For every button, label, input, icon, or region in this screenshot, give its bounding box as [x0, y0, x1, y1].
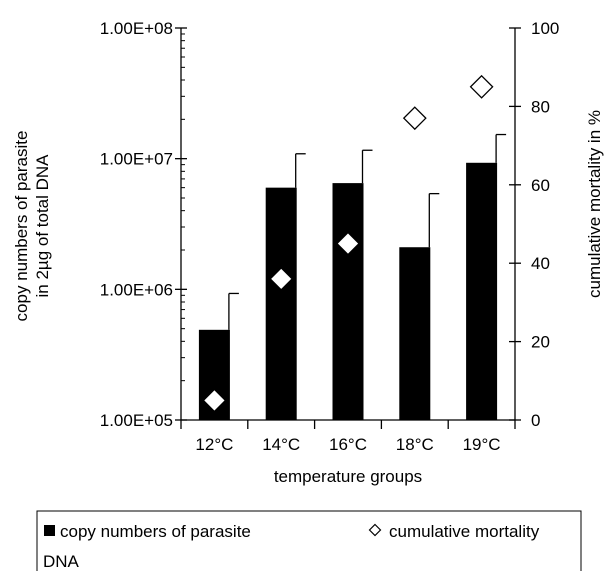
mortality-marker-3: [402, 106, 427, 131]
right-tick-label-0: 0: [531, 411, 540, 430]
right-axis-title: cumulative mortality in %: [585, 110, 604, 298]
legend-bar-label-line1: copy numbers of parasite: [60, 522, 251, 541]
plot-area: 1.00E+05 1.00E+06 1.00E+07 1.00E+08 0 20 40 60 8…: [100, 19, 560, 454]
x-axis-title: temperature groups: [274, 467, 422, 486]
left-tick-label-0: 1.00E+05: [100, 411, 173, 430]
legend-bar-label-line2: DNA: [43, 552, 80, 571]
bar-2: [332, 183, 364, 420]
right-tick-label-1: 20: [531, 333, 550, 352]
legend-frame: [36, 510, 582, 571]
legend-diamond-marker: [368, 523, 382, 537]
legend-bar-swatch: [44, 525, 55, 536]
left-axis-title-line2: in 2µg of total DNA: [33, 154, 52, 298]
right-tick-label-2: 40: [531, 254, 550, 273]
x-tick-label-4: 19°C: [463, 435, 501, 454]
mortality-marker-2: [336, 231, 360, 256]
left-tick-label-1: 1.00E+06: [100, 280, 173, 299]
right-tick-label-5: 100: [531, 19, 559, 38]
legend-marker-label: cumulative mortality: [389, 522, 540, 541]
right-tick-label-4: 80: [531, 97, 550, 116]
mortality-marker-4: [469, 74, 494, 99]
x-tick-label-2: 16°C: [329, 435, 367, 454]
left-axis-title-line1: copy numbers of parasite: [12, 131, 31, 322]
right-tick-label-3: 60: [531, 176, 550, 195]
bar-4: [466, 162, 498, 420]
left-tick-label-3: 1.00E+08: [100, 19, 173, 38]
x-tick-label-1: 14°C: [262, 435, 300, 454]
legend: copy numbers of parasite DNA cumulative …: [36, 510, 582, 571]
mortality-marker-0: [202, 388, 227, 413]
x-tick-label-3: 18°C: [396, 435, 434, 454]
mortality-marker-1: [269, 266, 294, 291]
bar-1: [265, 187, 297, 420]
x-tick-label-0: 12°C: [195, 435, 233, 454]
left-tick-label-2: 1.00E+07: [100, 150, 173, 169]
bar-3: [399, 247, 431, 420]
